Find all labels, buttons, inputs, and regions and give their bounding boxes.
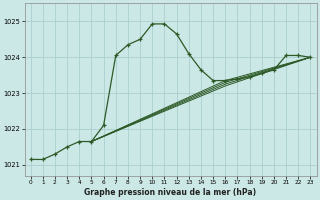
X-axis label: Graphe pression niveau de la mer (hPa): Graphe pression niveau de la mer (hPa) [84,188,257,197]
